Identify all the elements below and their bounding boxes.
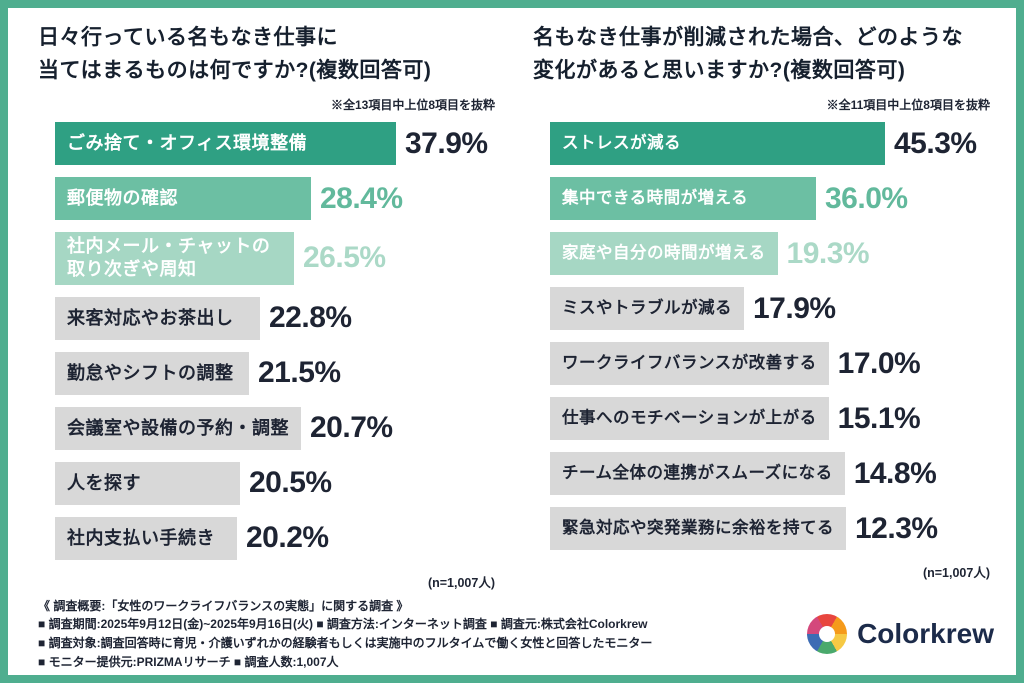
bar-value: 14.8% bbox=[853, 456, 937, 490]
bar-value: 36.0% bbox=[825, 181, 908, 215]
chart-right-sample-size: (n=1,007人) bbox=[922, 566, 990, 581]
colorkrew-logo-icon bbox=[807, 614, 848, 655]
bar-row: 郵便物の確認 28.4% bbox=[55, 177, 499, 221]
bar-label: 緊急対応や突発業務に余裕を持てる bbox=[562, 518, 834, 537]
bar-label: 社内メール・チャットの 取り次ぎや周知 bbox=[67, 236, 271, 280]
bar-row: 勤怠やシフトの調整 21.5% bbox=[55, 351, 499, 395]
bar-label: 家庭や自分の時間が増える bbox=[562, 243, 766, 262]
bar-label: 集中できる時間が増える bbox=[562, 188, 749, 207]
survey-overview-line: 《 調査概要:「女性のワークライフバランスの実態」に関する調査 》 bbox=[38, 598, 409, 613]
bar-row: ごみ捨て・オフィス環境整備 37.9% bbox=[55, 122, 499, 166]
chart-left-note: ※全13項目中上位8項目を抜粋 bbox=[330, 98, 495, 113]
bar-row: 仕事へのモチベーションが上がる 15.1% bbox=[550, 397, 994, 441]
chart-left-title-line1: 日々行っている名もなき仕事に bbox=[38, 26, 338, 49]
bar: 人を探す bbox=[55, 461, 240, 505]
bar-label: 来客対応やお茶出し bbox=[67, 307, 234, 328]
bar-value: 17.9% bbox=[753, 291, 836, 325]
bar-value: 37.9% bbox=[405, 126, 488, 160]
bar-value: 22.8% bbox=[269, 301, 352, 335]
bar-value: 12.3% bbox=[855, 511, 938, 545]
chart-left-sample-size: (n=1,007人) bbox=[427, 575, 495, 590]
bar: 集中できる時間が増える bbox=[550, 177, 816, 221]
chart-right-bars: ストレスが減る 45.3% 集中できる時間が増える 36.0% 家庭や自分の時間… bbox=[550, 122, 994, 551]
bar-value: 20.5% bbox=[249, 466, 332, 500]
bar-label: 勤怠やシフトの調整 bbox=[67, 362, 234, 383]
bar-label: ミスやトラブルが減る bbox=[562, 298, 732, 317]
bar-value: 28.4% bbox=[320, 181, 403, 215]
bar-row: 社内メール・チャットの 取り次ぎや周知 26.5% bbox=[55, 232, 499, 285]
chart-left-title: 日々行っている名もなき仕事に 当てはまるものは何ですか?(複数回答可) bbox=[38, 22, 499, 87]
bar-row: 家庭や自分の時間が増える 19.3% bbox=[550, 232, 994, 276]
bar-value: 21.5% bbox=[258, 356, 341, 390]
bar-row: チーム全体の連携がスムーズになる 14.8% bbox=[550, 452, 994, 496]
bar: 来客対応やお茶出し bbox=[55, 296, 260, 340]
bar: 会議室や設備の予約・調整 bbox=[55, 406, 301, 450]
bar-value: 19.3% bbox=[786, 236, 870, 270]
bar-label: ストレスが減る bbox=[562, 133, 681, 152]
bar: 家庭や自分の時間が増える bbox=[550, 232, 778, 276]
bar-value: 17.0% bbox=[837, 346, 921, 380]
chart-left-bars: ごみ捨て・オフィス環境整備 37.9% 郵便物の確認 28.4% 社内メール・チ… bbox=[55, 122, 499, 560]
chart-right-title-line1: 名もなき仕事が削減された場合、どのような bbox=[533, 26, 963, 49]
bar-label: ごみ捨て・オフィス環境整備 bbox=[67, 132, 308, 153]
bar-label: 社内支払い手続き bbox=[67, 527, 215, 548]
bar: ごみ捨て・オフィス環境整備 bbox=[55, 122, 396, 166]
bar: 勤怠やシフトの調整 bbox=[55, 351, 249, 395]
bar: 仕事へのモチベーションが上がる bbox=[550, 397, 829, 441]
bar-value: 45.3% bbox=[894, 126, 977, 160]
charts-area: 日々行っている名もなき仕事に 当てはまるものは何ですか?(複数回答可) ※全13… bbox=[8, 8, 1016, 591]
bar-label: 郵便物の確認 bbox=[67, 187, 178, 208]
bar: 社内支払い手続き bbox=[55, 516, 237, 560]
colorkrew-logo: Colorkrew bbox=[807, 614, 1000, 655]
bar: 社内メール・チャットの 取り次ぎや周知 bbox=[55, 232, 294, 285]
bar-row: ストレスが減る 45.3% bbox=[550, 122, 994, 166]
chart-right-title-line2: 変化があると思いますか?(複数回答可) bbox=[533, 58, 906, 82]
chart-left-title-line2: 当てはまるものは何ですか?(複数回答可) bbox=[38, 58, 432, 82]
bar-row: 社内支払い手続き 20.2% bbox=[55, 516, 499, 560]
bar-row: 会議室や設備の予約・調整 20.7% bbox=[55, 406, 499, 450]
bar-row: 緊急対応や突発業務に余裕を持てる 12.3% bbox=[550, 507, 994, 551]
bar: ストレスが減る bbox=[550, 122, 885, 166]
chart-right-note: ※全11項目中上位8項目を抜粋 bbox=[826, 98, 990, 113]
bar: 緊急対応や突発業務に余裕を持てる bbox=[550, 507, 846, 551]
survey-overview-footer: 《 調査概要:「女性のワークライフバランスの実態」に関する調査 》 ■ 調査期間… bbox=[8, 591, 1016, 675]
bar-row: 来客対応やお茶出し 22.8% bbox=[55, 296, 499, 340]
bar-value: 15.1% bbox=[837, 401, 921, 435]
survey-overview-line: ■ 調査対象:調査回答時に育児・介護いずれかの経験者もしくは実施中のフルタイムで… bbox=[38, 636, 653, 651]
bar-label: 仕事へのモチベーションが上がる bbox=[562, 408, 817, 427]
bar-label: 会議室や設備の予約・調整 bbox=[67, 417, 289, 438]
colorkrew-logo-text: Colorkrew bbox=[857, 618, 994, 650]
bar-value: 26.5% bbox=[303, 241, 386, 275]
bar-value: 20.7% bbox=[310, 411, 393, 445]
bar-label: 人を探す bbox=[67, 472, 141, 493]
survey-overview-line: ■ モニター提供元:PRIZMAリサーチ ■ 調査人数:1,007人 bbox=[38, 654, 339, 669]
bar: チーム全体の連携がスムーズになる bbox=[550, 452, 845, 496]
bar-label: チーム全体の連携がスムーズになる bbox=[562, 463, 833, 482]
bar-row: ワークライフバランスが改善する 17.0% bbox=[550, 342, 994, 386]
chart-left: 日々行っている名もなき仕事に 当てはまるものは何ですか?(複数回答可) ※全13… bbox=[38, 22, 499, 591]
bar-row: 集中できる時間が増える 36.0% bbox=[550, 177, 994, 221]
bar: ミスやトラブルが減る bbox=[550, 287, 744, 331]
chart-right-title: 名もなき仕事が削減された場合、どのような 変化があると思いますか?(複数回答可) bbox=[533, 22, 994, 87]
survey-overview-text: 《 調査概要:「女性のワークライフバランスの実態」に関する調査 》 ■ 調査期間… bbox=[38, 597, 807, 671]
bar: 郵便物の確認 bbox=[55, 177, 311, 221]
bar: ワークライフバランスが改善する bbox=[550, 342, 829, 386]
bar-value: 20.2% bbox=[246, 521, 329, 555]
bar-row: ミスやトラブルが減る 17.9% bbox=[550, 287, 994, 331]
bar-row: 人を探す 20.5% bbox=[55, 461, 499, 505]
bar-label: ワークライフバランスが改善する bbox=[562, 353, 817, 372]
survey-overview-line: ■ 調査期間:2025年9月12日(金)~2025年9月16日(火) ■ 調査方… bbox=[38, 617, 648, 632]
chart-right: 名もなき仕事が削減された場合、どのような 変化があると思いますか?(複数回答可)… bbox=[533, 22, 994, 591]
